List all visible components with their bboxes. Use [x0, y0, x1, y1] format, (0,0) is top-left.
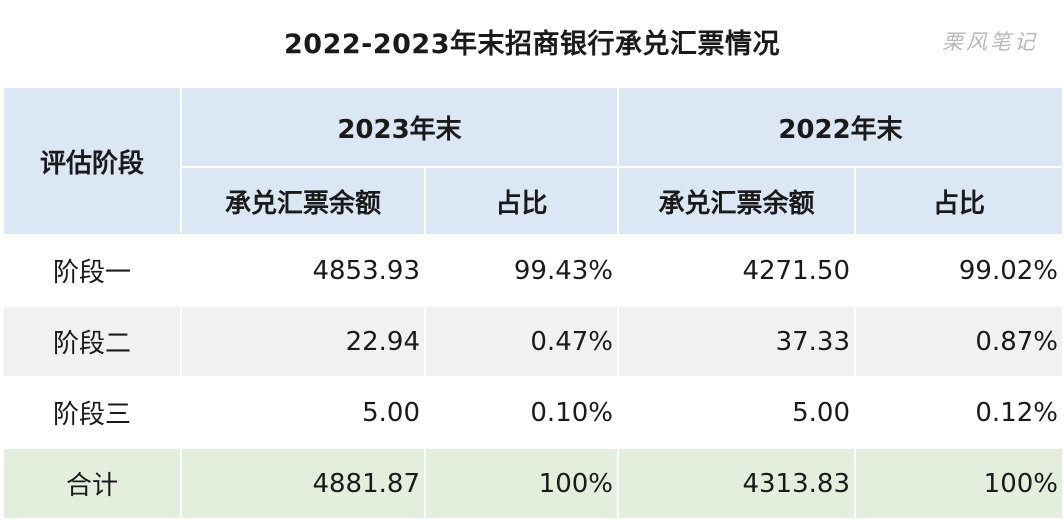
header-ratio-2023: 占比: [424, 166, 619, 236]
row-ratio-2023: 0.10%: [424, 376, 619, 449]
row-stage: 阶段二: [2, 305, 182, 378]
header-row-columns: 承兑汇票余额 占比 承兑汇票余额 占比: [3, 166, 1064, 236]
row-amount-2023: 5.00: [180, 376, 426, 449]
header-year-2023: 2023年末: [180, 86, 619, 168]
acceptance-bill-table: 评估阶段 2023年末 2022年末 承兑汇票余额 占比 承兑汇票余额 占比 阶…: [2, 86, 1064, 520]
row-amount-2023: 22.94: [180, 305, 426, 378]
row-ratio-2022: 0.87%: [854, 305, 1064, 378]
row-stage: 合计: [2, 447, 182, 520]
row-stage: 阶段三: [2, 376, 182, 449]
row-stage: 阶段一: [2, 234, 182, 307]
row-ratio-2022: 0.12%: [854, 376, 1064, 449]
row-amount-2022: 4313.83: [617, 447, 856, 520]
header-year-2022: 2022年末: [617, 86, 1064, 168]
watermark-text: 栗风笔记: [942, 30, 1038, 54]
table-row: 阶段三 5.00 0.10% 5.00 0.12%: [2, 376, 1064, 449]
row-amount-2022: 37.33: [617, 305, 856, 378]
table-row-total: 合计 4881.87 100% 4313.83 100%: [2, 447, 1064, 520]
header-row-years: 评估阶段 2023年末 2022年末: [2, 86, 1064, 236]
table-row: 阶段二 22.94 0.47% 37.33 0.87%: [2, 305, 1064, 378]
row-amount-2022: 4271.50: [617, 234, 856, 307]
page-title: 2022-2023年末招商银行承兑汇票情况: [284, 29, 780, 60]
row-amount-2022: 5.00: [617, 376, 856, 449]
row-ratio-2023: 99.43%: [424, 234, 619, 307]
row-ratio-2022: 99.02%: [854, 234, 1064, 307]
header-amount-2023: 承兑汇票余额: [180, 166, 426, 236]
row-amount-2023: 4853.93: [180, 234, 426, 307]
header-stage: 评估阶段: [2, 86, 182, 236]
header-ratio-2022: 占比: [854, 166, 1064, 236]
row-amount-2023: 4881.87: [180, 447, 426, 520]
header-amount-2022: 承兑汇票余额: [617, 166, 856, 236]
table-row: 阶段一 4853.93 99.43% 4271.50 99.02%: [2, 234, 1064, 307]
row-ratio-2023: 100%: [424, 447, 619, 520]
row-ratio-2022: 100%: [854, 447, 1064, 520]
row-ratio-2023: 0.47%: [424, 305, 619, 378]
